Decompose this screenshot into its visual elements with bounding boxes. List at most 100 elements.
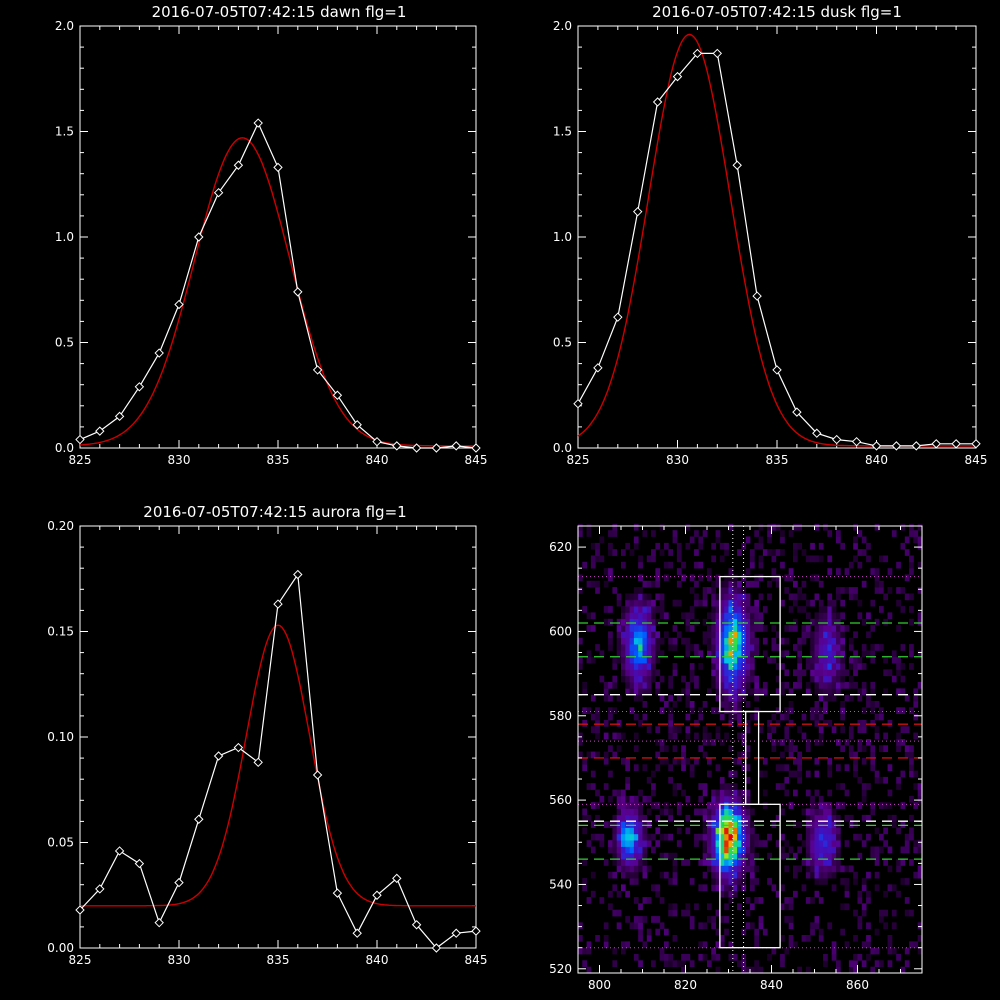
image-ytick-label: 560 bbox=[549, 793, 572, 807]
heatmap-cell bbox=[788, 720, 794, 727]
heatmap-overlays bbox=[578, 526, 922, 973]
heatmap-cell bbox=[694, 840, 699, 847]
heatmap-cell bbox=[711, 580, 716, 588]
heatmap-cell bbox=[732, 606, 738, 613]
heatmap-cell bbox=[625, 808, 630, 816]
heatmap-cell bbox=[646, 637, 652, 645]
heatmap-cell bbox=[629, 663, 635, 670]
heatmap-cell bbox=[659, 707, 665, 714]
heatmap-cell bbox=[758, 897, 764, 904]
dawn-ytick-label: 1.5 bbox=[55, 125, 74, 139]
heatmap-cell bbox=[805, 555, 811, 563]
heatmap-cell bbox=[866, 871, 871, 879]
heatmap-cell bbox=[780, 764, 785, 771]
heatmap-cell bbox=[874, 732, 880, 740]
heatmap-cell bbox=[659, 637, 665, 645]
heatmap-cell bbox=[741, 795, 747, 803]
heatmap-cell bbox=[814, 852, 820, 860]
heatmap-cell bbox=[848, 663, 854, 670]
heatmap-cell bbox=[582, 720, 587, 727]
heatmap-cell bbox=[870, 656, 876, 664]
heatmap-cell bbox=[788, 770, 794, 778]
heatmap-cell bbox=[728, 568, 734, 575]
heatmap-cell bbox=[883, 827, 888, 835]
heatmap-cell bbox=[672, 536, 678, 544]
heatmap-cell bbox=[810, 814, 815, 822]
heatmap-cell bbox=[775, 663, 781, 670]
heatmap-cell bbox=[711, 802, 716, 809]
heatmap-cell bbox=[621, 821, 626, 828]
heatmap-cell bbox=[633, 897, 639, 904]
heatmap-cell bbox=[642, 631, 648, 639]
heatmap-cell bbox=[848, 865, 854, 873]
heatmap-cell bbox=[780, 682, 785, 689]
heatmap-cell bbox=[745, 789, 751, 797]
heatmap-cell bbox=[780, 549, 785, 556]
heatmap-cell bbox=[874, 960, 880, 967]
heatmap-cell bbox=[745, 922, 751, 930]
heatmap-cell bbox=[612, 663, 618, 670]
heatmap-cell bbox=[784, 625, 790, 632]
heatmap-cell bbox=[866, 555, 871, 563]
heatmap-cell bbox=[857, 890, 863, 898]
heatmap-cell bbox=[694, 599, 699, 607]
heatmap-cell bbox=[616, 650, 622, 658]
heatmap-cell bbox=[681, 764, 686, 771]
heatmap-cell bbox=[896, 656, 901, 664]
heatmap-cell bbox=[737, 675, 742, 683]
heatmap-cell bbox=[883, 688, 888, 696]
heatmap-cell bbox=[814, 688, 820, 696]
heatmap-cell bbox=[827, 606, 833, 613]
heatmap-cell bbox=[823, 833, 828, 841]
heatmap-cell bbox=[621, 827, 626, 835]
heatmap-cell bbox=[775, 644, 781, 651]
heatmap-cell bbox=[754, 599, 759, 607]
heatmap-cell bbox=[883, 909, 888, 917]
aurora-data-point bbox=[213, 751, 224, 761]
heatmap-cell bbox=[685, 903, 691, 911]
heatmap-cell bbox=[917, 947, 923, 955]
heatmap-cell bbox=[629, 852, 635, 860]
dawn-data-point bbox=[332, 390, 343, 400]
heatmap-cell bbox=[616, 745, 622, 752]
heatmap-cell bbox=[818, 656, 824, 664]
heatmap-cell bbox=[672, 669, 678, 677]
heatmap-cell bbox=[668, 713, 673, 721]
heatmap-cell bbox=[646, 644, 652, 651]
heatmap-cell bbox=[737, 663, 742, 670]
heatmap-cell bbox=[694, 720, 699, 727]
heatmap-cell bbox=[818, 644, 824, 651]
heatmap-cell bbox=[664, 631, 669, 639]
heatmap-cell bbox=[750, 606, 755, 613]
heatmap-cell bbox=[840, 903, 845, 911]
heatmap-cell bbox=[655, 568, 661, 575]
heatmap-cell bbox=[750, 865, 755, 873]
heatmap-cell bbox=[625, 669, 630, 677]
heatmap-cell bbox=[638, 802, 643, 809]
dusk-ytick-label: 2.0 bbox=[553, 19, 572, 33]
aurora-data-point bbox=[293, 569, 303, 580]
heatmap-cell bbox=[814, 625, 820, 632]
heatmap-cell bbox=[685, 732, 691, 740]
heatmap-cell bbox=[668, 707, 673, 714]
heatmap-cell bbox=[904, 947, 910, 955]
heatmap-cell bbox=[788, 935, 794, 942]
heatmap-cell bbox=[642, 852, 648, 860]
aurora-xtick-label: 835 bbox=[267, 953, 290, 967]
heatmap-cell bbox=[818, 814, 824, 822]
heatmap-cell bbox=[646, 656, 652, 664]
heatmap-cell bbox=[616, 890, 622, 898]
heatmap-cell bbox=[887, 947, 893, 955]
heatmap-cell bbox=[797, 751, 802, 759]
heatmap-cell bbox=[646, 618, 652, 626]
heatmap-cell bbox=[672, 865, 678, 873]
heatmap-cell bbox=[681, 789, 686, 797]
heatmap-cell bbox=[633, 688, 639, 696]
heatmap-cell bbox=[896, 663, 901, 670]
heatmap-cell bbox=[719, 802, 725, 809]
heatmap-cell bbox=[750, 618, 755, 626]
heatmap-cell bbox=[629, 827, 635, 835]
heatmap-cell bbox=[625, 631, 630, 639]
heatmap-cell bbox=[715, 954, 721, 961]
heatmap-cell bbox=[728, 599, 734, 607]
